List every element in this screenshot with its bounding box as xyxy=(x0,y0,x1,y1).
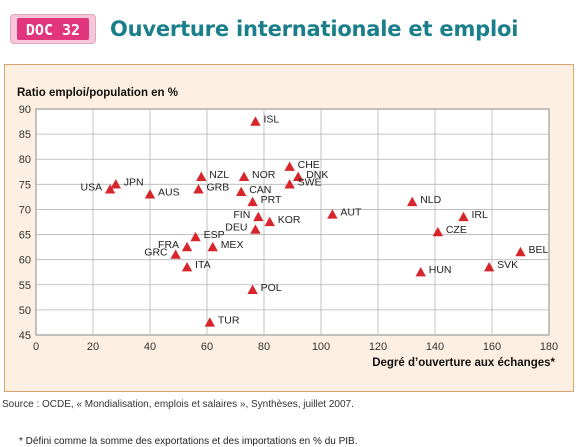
x-tick-label: 0 xyxy=(33,341,39,353)
data-point-nzl xyxy=(196,171,207,181)
data-point-grc xyxy=(170,249,181,259)
doc-badge: DOC 32 xyxy=(10,14,96,44)
data-label-aut: AUT xyxy=(340,206,362,218)
data-point-fin xyxy=(253,211,264,222)
data-point-can xyxy=(236,186,247,197)
y-tick-label: 80 xyxy=(19,154,31,166)
data-label-ita: ITA xyxy=(195,259,211,271)
doc-badge-label: DOC 32 xyxy=(17,18,89,40)
plot-area xyxy=(35,108,550,336)
y-tick-label: 60 xyxy=(19,255,31,267)
data-label-aus: AUS xyxy=(158,186,180,198)
data-point-mex xyxy=(207,241,218,252)
data-point-bel xyxy=(515,246,526,257)
data-point-kor xyxy=(264,216,275,227)
x-axis-label: Degré d’ouverture aux échanges* xyxy=(372,357,555,369)
chart-panel: 0 20 40 60 80 100 120 140 160 180 45 50 55 60 65 70 75 80… xyxy=(4,64,574,447)
data-label-jpn: JPN xyxy=(124,176,144,188)
data-point-ita xyxy=(181,262,193,272)
data-label-kor: KOR xyxy=(278,214,301,226)
data-label-prt: PRT xyxy=(261,194,282,206)
x-tick-label: 100 xyxy=(312,341,330,353)
y-tick-label: 75 xyxy=(19,179,31,191)
footnote: * Défini comme la somme des exportations… xyxy=(19,436,358,447)
data-label-grb: GRB xyxy=(206,181,229,193)
data-label-fra: FRA xyxy=(158,239,179,251)
data-point-irl xyxy=(458,211,469,222)
data-point-deu xyxy=(250,224,261,234)
data-point-nld xyxy=(407,196,418,207)
data-label-mex: MEX xyxy=(221,239,244,251)
data-label-swe: SWE xyxy=(298,176,322,188)
data-label-bel: BEL xyxy=(529,244,549,256)
data-point-hun xyxy=(415,267,426,277)
data-point-grb xyxy=(193,184,204,194)
data-point-prt xyxy=(247,196,258,207)
data-label-irl: IRL xyxy=(472,209,489,221)
y-axis-label: Ratio emploi/population en % xyxy=(17,87,178,99)
data-label-nor: NOR xyxy=(252,169,276,181)
data-label-tur: TUR xyxy=(218,314,240,326)
data-point-che xyxy=(284,161,295,171)
data-point-aus xyxy=(144,189,156,199)
data-point-isl xyxy=(250,116,261,126)
y-tick-label: 70 xyxy=(19,204,31,216)
data-point-jpn xyxy=(110,179,121,189)
data-label-can: CAN xyxy=(249,184,271,196)
data-point-esp xyxy=(190,231,201,242)
data-point-swe xyxy=(284,179,295,189)
data-point-dnk xyxy=(293,171,304,181)
data-point-fra xyxy=(181,241,193,252)
data-label-che: CHE xyxy=(298,159,320,171)
y-tick-label: 50 xyxy=(19,305,31,317)
data-point-svk xyxy=(483,262,495,272)
x-tick-label: 80 xyxy=(258,341,270,353)
data-point-nor xyxy=(238,171,250,181)
data-label-nld: NLD xyxy=(420,194,441,206)
data-label-cze: CZE xyxy=(446,224,467,236)
source-note: Source : OCDE, « Mondialisation, emplois… xyxy=(2,399,354,410)
scatter-chart: 0 20 40 60 80 100 120 140 160 180 45 50 55 60 65 70 75 80… xyxy=(17,87,558,369)
y-tick-label: 55 xyxy=(19,280,31,292)
x-tick-label: 120 xyxy=(369,341,387,353)
page-title: Ouverture internationale et emploi xyxy=(110,17,519,41)
data-label-svk: SVK xyxy=(497,259,518,271)
x-tick-label: 20 xyxy=(87,341,99,353)
data-label-nzl: NZL xyxy=(209,169,229,181)
y-tick-label: 45 xyxy=(19,330,31,342)
x-tick-label: 40 xyxy=(144,341,156,353)
data-point-aut xyxy=(327,209,338,219)
data-label-pol: POL xyxy=(261,282,282,294)
data-label-hun: HUN xyxy=(429,264,452,276)
x-tick-label: 160 xyxy=(483,341,501,353)
data-label-grc: GRC xyxy=(144,247,168,259)
data-label-dnk: DNK xyxy=(306,169,328,181)
x-tick-label: 140 xyxy=(426,341,444,353)
data-label-esp: ESP xyxy=(204,229,225,241)
data-label-isl: ISL xyxy=(263,114,279,126)
y-tick-label: 65 xyxy=(19,230,31,242)
x-tick-label: 180 xyxy=(540,341,558,353)
data-label-usa: USA xyxy=(81,181,103,193)
data-label-deu: DEU xyxy=(225,222,247,234)
data-point-tur xyxy=(204,317,216,327)
data-label-fin: FIN xyxy=(233,209,250,221)
data-point-usa xyxy=(104,184,116,194)
y-tick-label: 85 xyxy=(19,129,31,141)
y-tick-label: 90 xyxy=(19,104,31,116)
data-point-cze xyxy=(432,226,444,237)
data-point-pol xyxy=(247,284,258,294)
x-tick-label: 60 xyxy=(201,341,213,353)
